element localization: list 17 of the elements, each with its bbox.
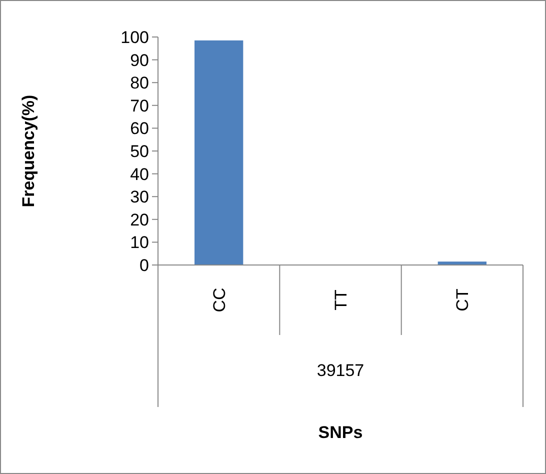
y-tick-label: 40 — [130, 164, 149, 184]
x-tick-label: CC — [210, 288, 229, 312]
y-tick-label: 20 — [130, 210, 149, 230]
y-tick-label: 70 — [130, 96, 149, 116]
y-axis-title: Frequency(%) — [18, 94, 38, 208]
y-tick-label: 50 — [130, 142, 149, 161]
y-tick-label: 10 — [130, 233, 149, 252]
y-tick-label: 80 — [130, 74, 149, 93]
text: SNPs — [318, 423, 363, 442]
y-tick-label: 0 — [140, 256, 149, 275]
y-tick-label: 30 — [130, 188, 149, 207]
text: 39157 — [316, 361, 364, 380]
x-tick-label: CT — [453, 288, 472, 312]
x-tick-label: TT — [331, 290, 350, 310]
y-tick-label: 100 — [120, 28, 149, 47]
y-tick-label: 90 — [130, 50, 149, 70]
y-tick-label: 60 — [130, 119, 149, 138]
